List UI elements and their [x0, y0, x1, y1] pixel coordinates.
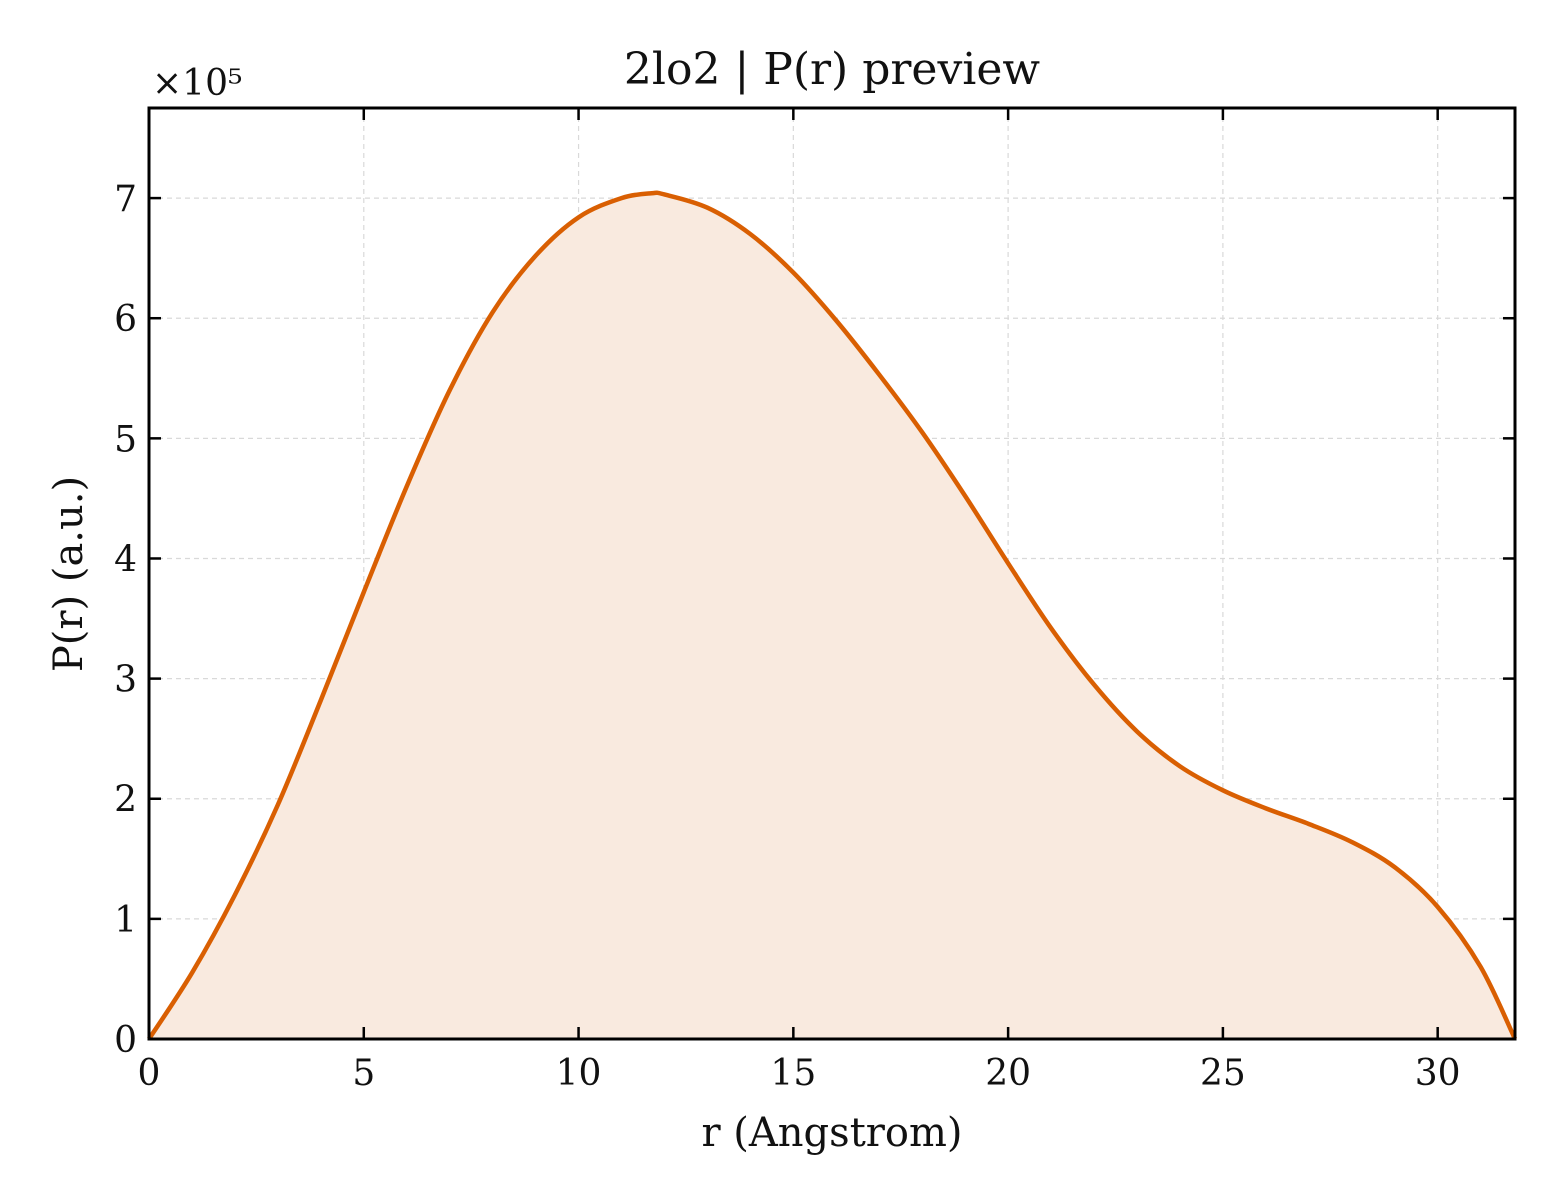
- y-tick-label: 4: [114, 539, 137, 580]
- x-tick-label: 10: [556, 1053, 602, 1094]
- y-tick-label: 5: [114, 419, 137, 460]
- x-tick-label: 15: [770, 1053, 816, 1094]
- y-axis-label: P(r) (a.u.): [46, 476, 92, 672]
- y-axis-multiplier: ×10⁵: [152, 63, 242, 104]
- y-tick-label: 2: [114, 780, 137, 821]
- y-tick-label: 3: [114, 660, 137, 701]
- series-line: [147, 190, 1518, 1041]
- x-tick-label: 0: [138, 1053, 161, 1094]
- axis-ticks: 0 5 10 15 20 25 30 0 1 2 3 4 5 6 7: [114, 108, 1515, 1094]
- y-tick-label: 1: [114, 900, 137, 941]
- x-tick-label: 25: [1200, 1053, 1246, 1094]
- y-tick-label: 0: [114, 1020, 137, 1061]
- plot-frame: [147, 106, 1517, 1041]
- x-tick-label: 5: [352, 1053, 375, 1094]
- chart-title: 2lo2 | P(r) preview: [624, 44, 1041, 95]
- x-tick-label: 30: [1415, 1053, 1461, 1094]
- y-tick-label: 6: [114, 299, 137, 340]
- x-axis-label: r (Angstrom): [701, 1110, 962, 1156]
- x-tick-label: 20: [985, 1053, 1031, 1094]
- y-tick-label: 7: [114, 179, 137, 220]
- series-area-fill: [149, 192, 1515, 1039]
